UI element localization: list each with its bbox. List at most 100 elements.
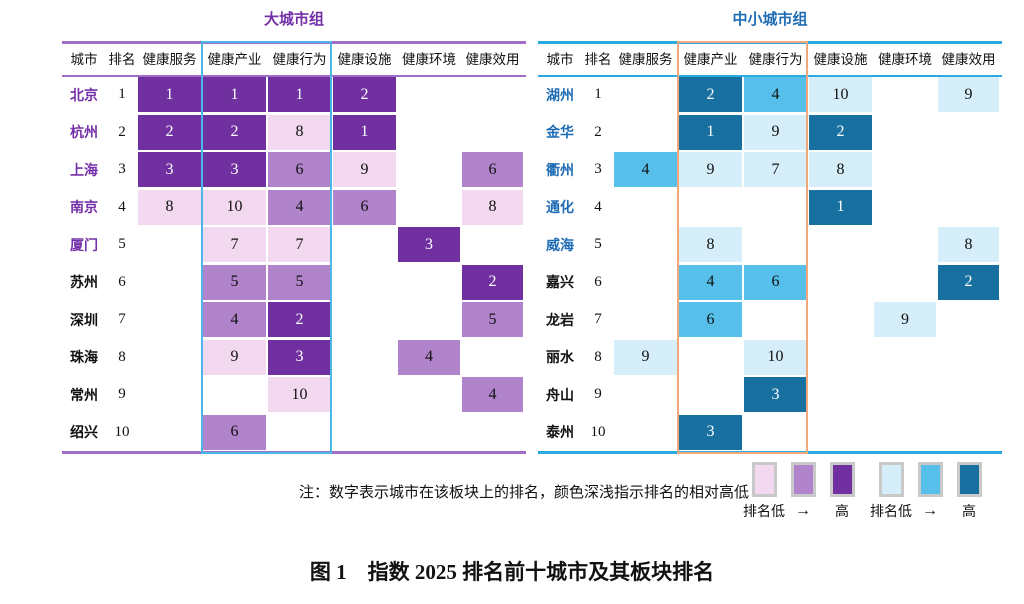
rank-cell — [138, 227, 201, 262]
city-label: 丽水 — [546, 349, 574, 365]
rank-cell — [679, 377, 742, 412]
city-label: 通化 — [546, 199, 574, 215]
rank-cell — [614, 415, 677, 450]
color-legend: 排名低 → 高 排名低 → 高 — [743, 462, 982, 520]
column-header: 健康行为 — [272, 52, 327, 67]
rank-cell — [398, 77, 460, 112]
rank-cell — [874, 377, 936, 412]
rank-cell: 4 — [614, 152, 677, 187]
rank-cell: 5 — [268, 264, 331, 300]
rank-cell: 8 — [679, 227, 742, 262]
rank-cell: 8 — [938, 227, 999, 262]
rank-cell — [938, 377, 999, 412]
rank-cell — [462, 77, 523, 112]
overall-rank: 6 — [118, 273, 126, 290]
city-label: 嘉兴 — [546, 274, 574, 290]
rank-cell — [938, 190, 999, 225]
overall-rank: 7 — [118, 311, 126, 327]
column-header: 健康环境 — [402, 52, 456, 67]
rank-cell — [138, 377, 201, 412]
rank-cell — [333, 340, 396, 375]
group-title: 大城市组 — [263, 11, 324, 28]
column-header: 健康产业 — [207, 52, 262, 67]
rank-cell — [138, 265, 201, 300]
overall-rank: 5 — [594, 236, 602, 252]
rank-cell: 1 — [203, 77, 266, 112]
legend-group: 排名低 → 高 — [870, 462, 982, 520]
rank-cell — [268, 415, 331, 450]
rank-cell — [809, 302, 872, 337]
rank-cell — [614, 115, 677, 150]
rank-cell: 10 — [203, 189, 266, 225]
overall-rank: 4 — [594, 198, 602, 215]
rank-cell — [398, 265, 460, 300]
legend-swatch — [917, 462, 943, 497]
rank-cell — [398, 152, 460, 187]
city-label: 北京 — [70, 86, 98, 103]
legend-swatch — [829, 462, 855, 497]
city-label: 衢州 — [546, 161, 574, 178]
rank-cell — [333, 377, 396, 412]
rank-cell: 5 — [203, 264, 266, 300]
rank-cell — [138, 340, 201, 375]
rank-cell: 9 — [744, 114, 807, 150]
rank-cell: 6 — [268, 152, 331, 187]
rank-cell: 3 — [679, 414, 742, 450]
city-label: 珠海 — [70, 349, 98, 365]
rank-cell — [809, 340, 872, 375]
arrow-icon: → — [922, 502, 938, 519]
rank-cell: 6 — [744, 264, 807, 300]
rank-cell — [614, 265, 677, 300]
rank-cell: 2 — [203, 114, 266, 150]
rank-cell — [874, 340, 936, 375]
rank-cell: 3 — [268, 339, 331, 375]
rank-cell — [874, 415, 936, 450]
rank-cell — [333, 302, 396, 337]
rank-cell: 6 — [462, 152, 523, 187]
rank-cell: 4 — [744, 77, 807, 112]
group-title: 中小城市组 — [732, 11, 808, 28]
rank-cell — [333, 265, 396, 300]
legend-swatch — [790, 462, 816, 497]
overall-rank: 4 — [118, 198, 126, 215]
rank-cell: 9 — [614, 339, 677, 375]
rank-cell — [614, 190, 677, 225]
city-label: 厦门 — [70, 236, 98, 253]
rank-cell: 10 — [268, 377, 331, 412]
overall-rank: 1 — [118, 86, 126, 102]
city-label: 苏州 — [70, 274, 98, 290]
column-header: 排名 — [108, 52, 136, 67]
legend-swatch — [751, 462, 777, 497]
overall-rank: 8 — [118, 348, 126, 365]
rank-cell — [938, 115, 999, 150]
overall-rank: 1 — [594, 86, 602, 102]
rank-cell — [679, 340, 742, 375]
rank-cell: 1 — [268, 77, 331, 112]
city-label: 威海 — [546, 236, 574, 253]
rank-cell — [938, 302, 999, 337]
overall-rank: 10 — [590, 423, 606, 440]
rank-cell: 2 — [462, 264, 523, 300]
rank-cell — [614, 377, 677, 412]
rank-cell: 10 — [744, 339, 807, 375]
column-header: 健康服务 — [142, 52, 197, 67]
rank-cell: 7 — [203, 227, 266, 262]
rank-cell: 9 — [333, 152, 396, 187]
rank-cell — [614, 77, 677, 112]
rank-cell — [809, 377, 872, 412]
rank-cell: 1 — [138, 77, 201, 112]
rank-cell: 6 — [679, 302, 742, 337]
rank-cell: 9 — [874, 302, 936, 337]
rank-cell — [809, 415, 872, 450]
overall-rank: 6 — [594, 273, 602, 290]
rank-cell — [938, 415, 999, 450]
rank-cell — [462, 415, 523, 450]
rank-cell — [398, 302, 460, 337]
rank-cell: 1 — [679, 114, 742, 150]
rank-cell: 6 — [333, 189, 396, 225]
legend-label: 排名低 — [870, 503, 912, 519]
overall-rank: 5 — [118, 236, 126, 252]
rank-cell — [398, 415, 460, 450]
rank-cell — [138, 415, 201, 450]
rank-cell: 8 — [462, 189, 523, 225]
